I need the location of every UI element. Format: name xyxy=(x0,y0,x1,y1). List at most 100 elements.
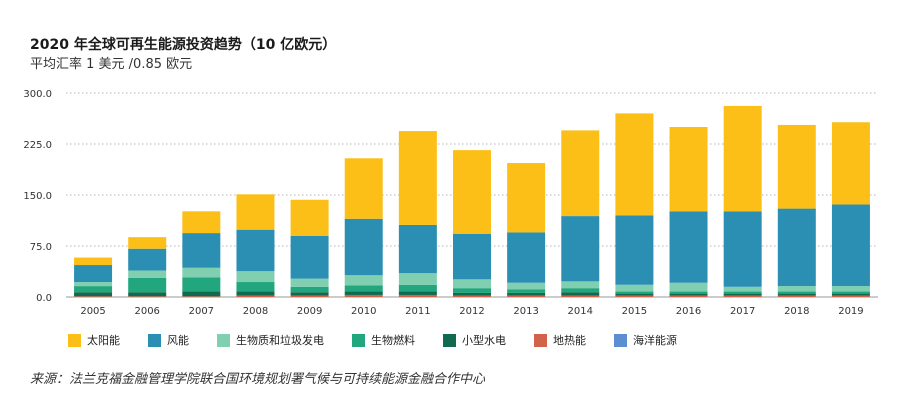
bar-segment-2010 xyxy=(344,275,383,286)
legend-swatch-geothermal xyxy=(534,333,547,347)
bar-segment-2006 xyxy=(128,248,167,271)
x-tick-label: 2005 xyxy=(80,306,105,317)
legend-item-geothermal: 地热能 xyxy=(534,332,586,348)
bar-segment-2017 xyxy=(723,291,762,294)
bar-segment-2017 xyxy=(723,211,762,287)
bar-segment-2016 xyxy=(669,291,708,294)
x-tick-label: 2011 xyxy=(405,306,430,317)
bar-segment-2011 xyxy=(398,131,437,225)
bar-segment-2014 xyxy=(561,288,600,293)
legend-label-biomass: 生物质和垃圾发电 xyxy=(236,334,324,347)
bar-segment-2010 xyxy=(344,294,383,297)
chart-legend: 太阳能 风能 生物质和垃圾发电 生物燃料 小型水电 地热能 海洋能源 xyxy=(68,332,705,348)
bar-segment-2007 xyxy=(182,267,221,278)
bar-segment-2018 xyxy=(777,286,816,292)
legend-swatch-marine xyxy=(614,333,627,347)
bar-segment-2009 xyxy=(290,278,329,287)
x-tick-label: 2009 xyxy=(297,306,322,317)
bar-segment-2015 xyxy=(615,291,654,294)
legend-label-biofuel: 生物燃料 xyxy=(371,334,415,347)
x-tick-label: 2012 xyxy=(459,306,484,317)
bar-segment-2017 xyxy=(723,295,762,297)
bar-segment-2016 xyxy=(669,127,708,212)
legend-item-marine: 海洋能源 xyxy=(614,332,677,348)
x-tick-label: 2010 xyxy=(351,306,376,317)
bar-segment-2018 xyxy=(777,208,816,287)
bar-segment-2018 xyxy=(777,295,816,297)
bar-segment-2018 xyxy=(777,293,816,296)
bar-segment-2015 xyxy=(615,284,654,292)
bar-segment-2013 xyxy=(507,282,546,290)
bar-segment-2019 xyxy=(831,286,870,292)
x-tick-label: 2013 xyxy=(513,306,538,317)
bar-segment-2007 xyxy=(182,291,221,297)
bar-segment-2011 xyxy=(398,294,437,297)
y-tick-label: 225.0 xyxy=(23,140,52,151)
bar-segment-2014 xyxy=(561,295,600,297)
y-tick-label: 75.0 xyxy=(30,242,52,253)
bar-segment-2015 xyxy=(615,215,654,285)
bar-segment-2007 xyxy=(182,233,221,268)
bar-segment-2009 xyxy=(290,292,329,296)
source-note: 来源：法兰克福金融管理学院联合国环境规划署气候与可持续能源金融合作中心 xyxy=(30,372,486,387)
bar-segment-2006 xyxy=(128,237,167,249)
bar-segment-2008 xyxy=(236,282,275,292)
bar-segment-2011 xyxy=(398,291,437,295)
bar-segment-2007 xyxy=(182,296,221,297)
bar-segment-2009 xyxy=(290,235,329,279)
bar-segment-2012 xyxy=(453,279,491,289)
x-tick-label: 2006 xyxy=(134,306,159,317)
legend-label-solar: 太阳能 xyxy=(87,334,120,347)
bar-segment-2016 xyxy=(669,282,708,292)
legend-label-wind: 风能 xyxy=(167,334,189,347)
bar-segment-2017 xyxy=(723,105,762,212)
legend-item-small-hydro: 小型水电 xyxy=(443,332,506,348)
bar-segment-2012 xyxy=(453,233,491,280)
x-tick-label: 2007 xyxy=(189,306,214,317)
bar-segment-2013 xyxy=(507,163,546,233)
bar-segment-2016 xyxy=(669,293,708,296)
legend-item-wind: 风能 xyxy=(148,332,189,348)
legend-label-geothermal: 地热能 xyxy=(553,334,586,347)
bar-segment-2010 xyxy=(344,218,383,276)
bar-segment-2013 xyxy=(507,289,546,293)
legend-item-biofuel: 生物燃料 xyxy=(352,332,415,348)
bar-segment-2008 xyxy=(236,295,275,297)
bar-segment-2019 xyxy=(831,295,870,297)
bar-segment-2007 xyxy=(182,211,221,234)
x-tick-label: 2016 xyxy=(676,306,701,317)
y-tick-label: 0.0 xyxy=(36,293,52,304)
bar-segment-2012 xyxy=(453,292,491,296)
bar-segment-2014 xyxy=(561,281,600,289)
bar-segment-2012 xyxy=(453,295,491,297)
bar-segment-2011 xyxy=(398,273,437,285)
bar-segment-2019 xyxy=(831,122,870,205)
legend-swatch-biofuel xyxy=(352,333,365,347)
x-tick-label: 2019 xyxy=(838,306,863,317)
bar-segment-2019 xyxy=(831,293,870,296)
bar-segment-2005 xyxy=(74,292,113,297)
legend-label-small-hydro: 小型水电 xyxy=(462,334,506,347)
chart-title: 2020 年全球可再生能源投资趋势（10 亿欧元） xyxy=(30,37,337,53)
bar-segment-2018 xyxy=(777,291,816,294)
bar-segment-2010 xyxy=(344,285,383,292)
bar-segment-2013 xyxy=(507,232,546,283)
y-tick-label: 300.0 xyxy=(23,89,52,100)
bar-segment-2005 xyxy=(74,296,113,297)
bar-segment-2013 xyxy=(507,295,546,297)
y-tick-label: 150.0 xyxy=(23,191,52,202)
bar-segment-2006 xyxy=(128,270,167,278)
bar-segment-2014 xyxy=(561,292,600,296)
legend-swatch-small-hydro xyxy=(443,333,456,347)
x-tick-label: 2008 xyxy=(243,306,268,317)
bar-segment-2010 xyxy=(344,291,383,295)
bar-segment-2005 xyxy=(74,286,113,293)
legend-swatch-solar xyxy=(68,333,81,347)
bar-segment-2014 xyxy=(561,130,600,217)
bar-segment-2015 xyxy=(615,113,654,216)
bar-segment-2019 xyxy=(831,204,870,287)
bar-segment-2008 xyxy=(236,271,275,283)
bar-segment-2018 xyxy=(777,124,816,209)
bar-segment-2019 xyxy=(831,291,870,294)
bar-segment-2014 xyxy=(561,216,600,282)
